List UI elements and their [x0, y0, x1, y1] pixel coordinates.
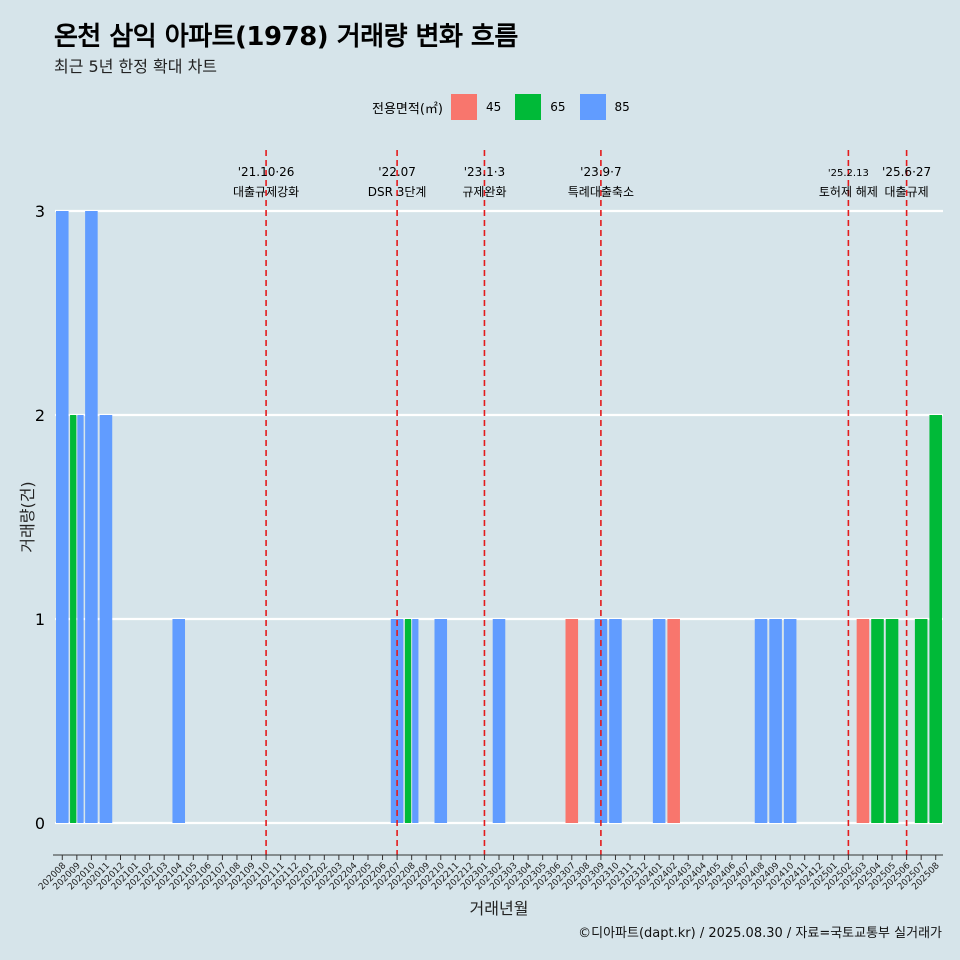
bar-202008-85 — [56, 211, 69, 823]
bar-202507-65 — [914, 619, 928, 823]
legend: 전용면적(㎡) 45 65 85 — [372, 94, 644, 120]
bar-202210-85 — [434, 619, 448, 823]
y-tick-label-0: 0 — [35, 814, 45, 833]
legend-label-85: 85 — [614, 100, 630, 114]
event-date-202309: '23.9·7 — [580, 165, 621, 179]
legend-key-45 — [450, 94, 477, 120]
bar-202410-85 — [783, 619, 797, 823]
y-tick-label-1: 1 — [35, 610, 45, 629]
bar-202503-45 — [856, 619, 870, 823]
bar-202307-45 — [565, 619, 579, 823]
legend-key-65 — [515, 94, 542, 120]
legend-key-85 — [579, 94, 606, 120]
legend-title: 전용면적(㎡) — [372, 101, 443, 117]
bar-202402-45 — [667, 619, 680, 823]
event-label-202301: 규제완화 — [462, 185, 506, 199]
event-date-202110: '21.10·26 — [238, 165, 295, 179]
y-tick-label-2: 2 — [35, 406, 45, 425]
bar-202408-85 — [754, 619, 768, 823]
event-lines: '21.10·26 대출규제강화 '22.07 DSR 3단계 '23.1·3 규제완화 '… — [233, 150, 931, 855]
bar-202310-85 — [609, 619, 622, 823]
bar-202009-85 — [77, 415, 84, 823]
event-label-202309: 특례대출축소 — [568, 185, 634, 199]
bar-202505-65 — [885, 619, 899, 823]
event-label-202502: 토허제 해제 — [819, 185, 878, 199]
event-label-202506: 대출규제 — [885, 185, 929, 199]
bar-202104-85 — [172, 619, 186, 823]
event-label-202110: 대출규제강화 — [233, 185, 299, 199]
event-date-202502: '25.2.13 — [828, 168, 869, 179]
bars — [56, 211, 942, 823]
bar-202009-65 — [70, 415, 77, 823]
x-axis-title: 거래년월 — [470, 899, 529, 918]
bar-202208-85 — [412, 619, 419, 823]
event-date-202301: '23.1·3 — [464, 165, 505, 179]
bar-202508-65 — [929, 415, 942, 823]
event-date-202207: '22.07 — [378, 165, 416, 179]
bar-202504-65 — [871, 619, 884, 823]
bar-202401-85 — [652, 619, 666, 823]
bar-202010-85 — [85, 211, 98, 823]
legend-label-45: 45 — [485, 100, 502, 114]
chart-subtitle: 최근 5년 한정 확대 차트 — [54, 57, 218, 76]
chart-title: 온천 삼익 아파트(1978) 거래량 변화 흐름 — [54, 22, 518, 52]
x-axis: 2020082020092020102020112020122021012021… — [37, 854, 943, 892]
event-label-202207: DSR 3단계 — [368, 185, 427, 199]
bar-202409-85 — [769, 619, 782, 823]
source-caption: ©디아파트(dapt.kr) / 2025.08.30 / 자료=국토교통부 실… — [578, 926, 942, 941]
legend-label-65: 65 — [550, 100, 566, 114]
event-date-202506: '25.6·27 — [882, 165, 931, 179]
bar-202302-85 — [492, 619, 506, 823]
y-tick-label-3: 3 — [35, 202, 45, 221]
y-axis: 0 1 2 3 — [35, 202, 45, 833]
bar-202208-65 — [404, 619, 412, 823]
y-axis-title: 거래량(건) — [18, 481, 37, 552]
bar-202011-85 — [99, 415, 113, 823]
